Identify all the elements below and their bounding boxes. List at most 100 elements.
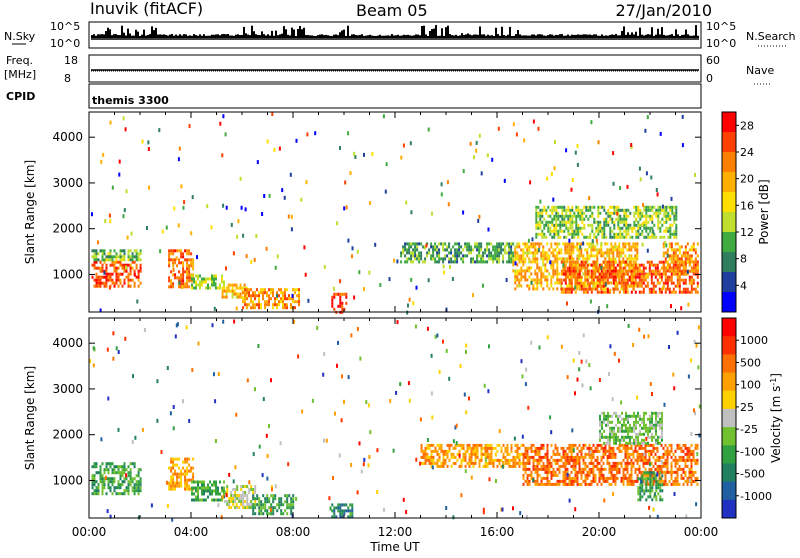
nsky-bar <box>509 27 511 38</box>
velocity-cell <box>190 470 192 473</box>
velocity-cell <box>621 430 623 433</box>
velocity-cell <box>345 503 347 506</box>
velocity-cell <box>599 477 601 480</box>
power-cell <box>673 269 675 272</box>
velocity-cell <box>581 483 583 486</box>
velocity-cell <box>623 418 625 421</box>
power-cell <box>294 288 296 291</box>
velocity-cell <box>621 436 623 439</box>
velocity-cell <box>224 500 226 503</box>
power-cell <box>528 239 530 243</box>
power-cell <box>516 242 518 245</box>
power-cell <box>575 215 577 218</box>
power-cell <box>418 254 420 257</box>
velocity-cell <box>473 450 475 453</box>
power-cell <box>615 276 617 279</box>
velocity-cell <box>443 459 445 462</box>
velocity-cell <box>687 477 689 480</box>
velocity-cell <box>515 456 517 459</box>
nsky-bar <box>503 35 505 38</box>
power-cell <box>645 218 647 221</box>
velocity-cell <box>541 465 543 468</box>
power-cell <box>400 260 402 263</box>
velocity-cell <box>282 512 284 515</box>
power-cell <box>290 303 292 306</box>
power-cell <box>603 230 605 233</box>
nsky-bar <box>159 34 161 38</box>
power-cell <box>605 221 607 224</box>
power-cell <box>502 260 504 263</box>
power-cell <box>641 276 643 279</box>
velocity-cell <box>252 509 254 512</box>
velocity-cell <box>511 465 513 468</box>
power-cell <box>563 206 565 209</box>
velocity-cell <box>565 450 567 453</box>
velocity-cell <box>653 447 655 450</box>
power-cell <box>106 267 108 270</box>
velocity-cell <box>559 453 561 456</box>
power-cell <box>543 209 545 212</box>
velocity-cell <box>625 427 627 430</box>
power-cell <box>616 248 618 251</box>
velocity-cell <box>663 465 665 468</box>
power-cell <box>222 290 224 293</box>
power-cell <box>486 248 488 251</box>
power-cell <box>136 276 138 279</box>
power-cell <box>567 276 569 279</box>
power-cell <box>225 132 227 136</box>
velocity-cell <box>579 462 581 465</box>
velocity-cell <box>451 444 453 447</box>
power-cell <box>595 221 597 224</box>
velocity-cell <box>260 500 262 503</box>
power-cell <box>168 252 170 255</box>
velocity-cell <box>349 503 351 506</box>
power-cell <box>226 206 228 210</box>
power-cell <box>555 224 557 227</box>
velocity-cell <box>611 477 613 480</box>
power-cell <box>520 278 522 281</box>
power-cell <box>615 270 617 273</box>
velocity-cell <box>120 471 122 474</box>
velocity-cell <box>535 447 537 450</box>
nsky-bar <box>593 34 595 38</box>
velocity-cell <box>207 490 209 493</box>
velocity-cell <box>649 486 651 489</box>
power-cell <box>597 291 599 294</box>
velocity-cell <box>511 450 513 453</box>
power-cell <box>624 254 626 257</box>
velocity-cell <box>254 500 256 503</box>
power-cell <box>539 227 541 230</box>
power-cell <box>518 284 520 287</box>
power-cell <box>683 269 685 272</box>
velocity-cell <box>667 450 669 453</box>
power-cell <box>199 281 201 284</box>
velocity-cell <box>172 476 174 479</box>
power-cell <box>597 227 599 230</box>
power-cell <box>611 261 613 264</box>
velocity-cell <box>186 473 188 476</box>
power-cell <box>447 180 449 184</box>
power-cell <box>526 245 528 248</box>
velocity-cell <box>172 467 174 470</box>
velocity-cell <box>132 480 134 483</box>
power-cell <box>679 257 681 260</box>
power-cell <box>583 288 585 291</box>
power-cell <box>553 230 555 233</box>
velocity-cell <box>102 489 104 492</box>
velocity-cell <box>537 465 539 468</box>
velocity-cell <box>337 503 339 506</box>
power-cell <box>416 248 418 251</box>
power-cell <box>178 261 180 264</box>
velocity-cell <box>136 474 138 477</box>
velocity-cell <box>136 486 138 489</box>
velocity-cell <box>258 497 260 500</box>
velocity-cell <box>199 481 201 484</box>
velocity-cell <box>645 477 647 480</box>
power-cell <box>577 236 579 239</box>
power-cell <box>619 282 621 285</box>
power-cell <box>205 287 207 290</box>
velocity-cell <box>675 480 677 483</box>
velocity-cell <box>290 503 292 506</box>
velocity-cell <box>569 447 571 450</box>
velocity-cell <box>613 430 615 433</box>
